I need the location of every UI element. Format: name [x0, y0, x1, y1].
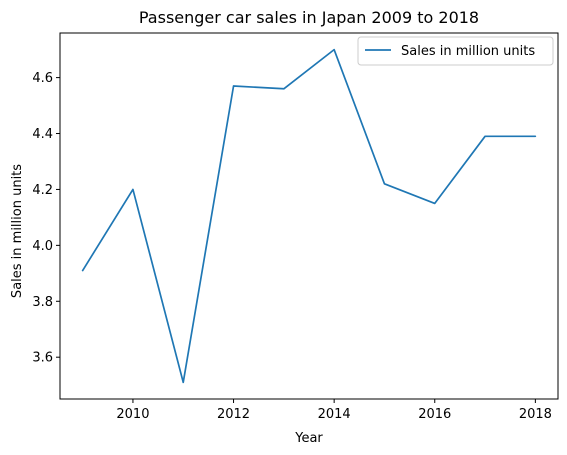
y-axis-label: Sales in million units — [10, 164, 25, 298]
series-layer — [81, 48, 537, 384]
y-tick-label: 4.6 — [32, 71, 53, 86]
series-line-0 — [81, 48, 537, 384]
x-tick-label: 2018 — [519, 407, 552, 422]
chart-title: Passenger car sales in Japan 2009 to 201… — [139, 8, 479, 27]
y-tick-label: 4.4 — [32, 127, 53, 142]
y-axis-ticks: 3.6 3.8 4.0 4.2 4.4 4.6 — [32, 71, 60, 366]
legend-label-sales: Sales in million units — [401, 44, 535, 59]
x-axis-label: Year — [294, 431, 323, 446]
y-tick-label: 4.2 — [32, 183, 53, 198]
y-tick-label: 3.6 — [32, 351, 53, 366]
legend-box — [357, 36, 554, 66]
plot-frame — [59, 32, 559, 400]
legend: Sales in million units — [357, 36, 554, 66]
x-tick-label: 2010 — [116, 407, 149, 422]
x-axis-ticks: 2010 2012 2014 2016 2018 — [116, 399, 552, 422]
x-tick-label: 2014 — [318, 407, 351, 422]
x-tick-label: 2012 — [217, 407, 250, 422]
x-tick-label: 2016 — [418, 407, 451, 422]
plot-area: 2010 2012 2014 2016 2018 3.6 3.8 4.0 4.2 4.4 4.6 — [32, 32, 559, 422]
y-tick-label: 3.8 — [32, 295, 53, 310]
y-tick-label: 4.0 — [32, 239, 53, 254]
